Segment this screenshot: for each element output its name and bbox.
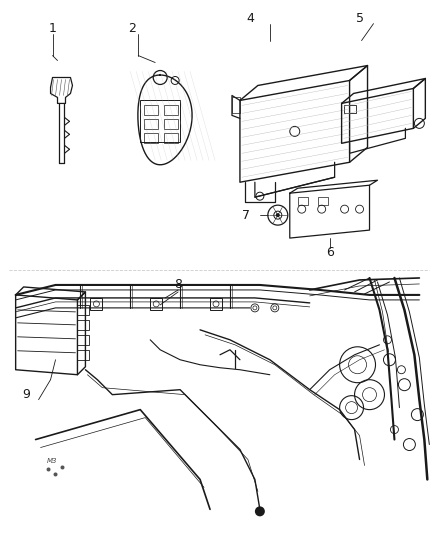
Text: 5: 5 (356, 12, 364, 25)
Bar (343, 106, 356, 114)
Bar (78, 350, 89, 360)
Bar (144, 106, 158, 116)
Bar (298, 197, 308, 205)
Text: M3: M3 (47, 458, 58, 464)
Bar (232, 98, 240, 114)
Circle shape (53, 472, 57, 477)
Circle shape (46, 467, 50, 472)
Bar (90, 298, 102, 310)
Bar (78, 320, 89, 330)
Text: 8: 8 (174, 278, 182, 292)
Bar (144, 119, 158, 130)
Text: 1: 1 (49, 22, 57, 35)
Bar (144, 133, 158, 143)
Bar (164, 119, 178, 130)
Circle shape (276, 213, 280, 217)
Text: 2: 2 (128, 22, 136, 35)
Bar (164, 106, 178, 116)
Bar (164, 133, 178, 143)
Circle shape (60, 465, 64, 470)
Circle shape (255, 506, 265, 516)
Bar (210, 298, 222, 310)
Bar (318, 197, 328, 205)
Text: 4: 4 (246, 12, 254, 25)
Text: 7: 7 (242, 208, 250, 222)
Bar (150, 298, 162, 310)
Text: 9: 9 (23, 388, 31, 401)
Text: 6: 6 (326, 246, 334, 259)
Bar (78, 335, 89, 345)
Bar (78, 305, 89, 315)
Bar (140, 100, 180, 142)
